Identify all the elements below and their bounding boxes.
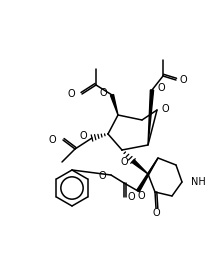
Text: O: O xyxy=(157,83,165,93)
Text: O: O xyxy=(179,75,187,85)
Text: NH: NH xyxy=(191,177,206,187)
Polygon shape xyxy=(132,160,148,174)
Text: O: O xyxy=(152,208,160,218)
Text: O: O xyxy=(67,89,75,99)
Polygon shape xyxy=(137,158,158,192)
Text: O: O xyxy=(127,192,135,202)
Text: O: O xyxy=(120,157,128,167)
Polygon shape xyxy=(110,94,118,115)
Text: O: O xyxy=(79,131,87,141)
Text: O: O xyxy=(162,104,170,114)
Text: O: O xyxy=(99,88,107,98)
Text: O: O xyxy=(137,191,145,201)
Text: O: O xyxy=(48,135,56,145)
Text: O: O xyxy=(98,171,106,181)
Polygon shape xyxy=(148,90,154,145)
